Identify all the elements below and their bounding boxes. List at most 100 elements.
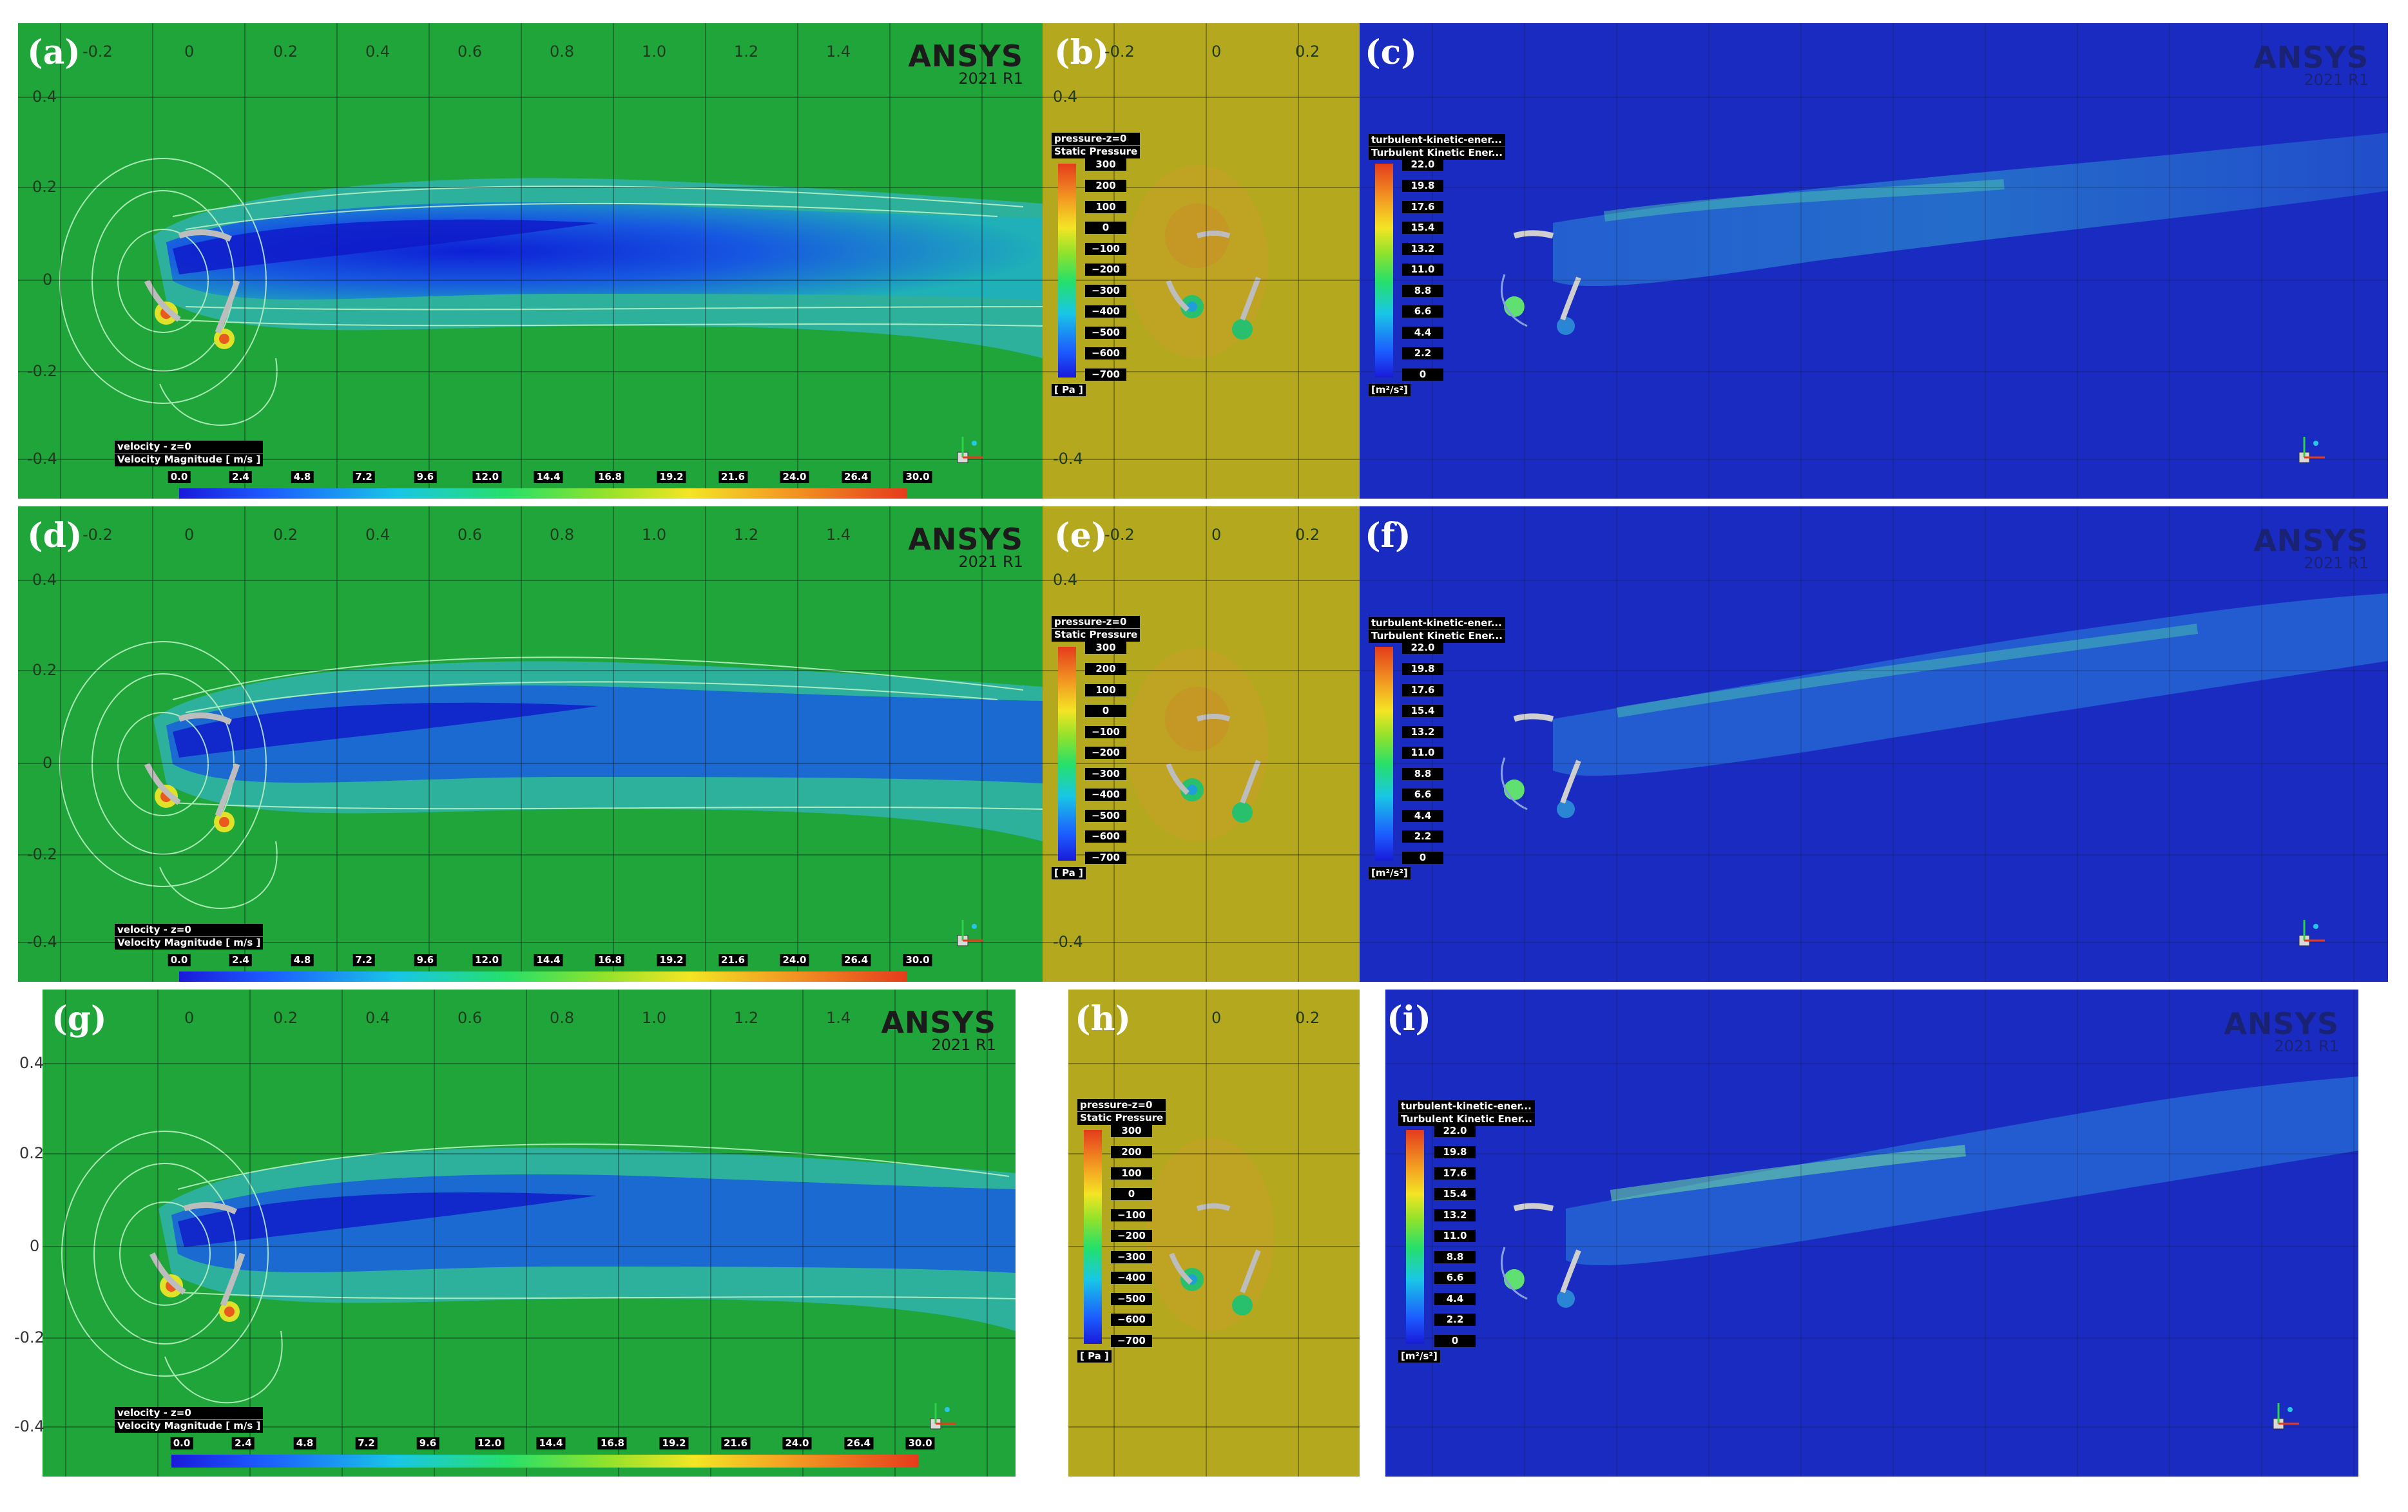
tke-legend-title: turbulent-kinetic-ener... Turbulent Kine…: [1369, 617, 1505, 644]
panel-a-velocity: (a) -0.2 0 0.2 0.4 0.6 0.8 1.0 1.2 1.4 0…: [18, 23, 1043, 499]
x-tick: 0.2: [273, 1009, 298, 1027]
x-tick: -0.2: [1104, 526, 1135, 544]
x-tick: 1.0: [642, 526, 667, 544]
x-tick: -0.2: [82, 526, 113, 544]
x-tick: 1.0: [642, 43, 667, 61]
y-tick: -0.2: [27, 362, 57, 380]
x-tick: 0.8: [550, 526, 575, 544]
pressure-legend-title: pressure-z=0 Static Pressure: [1052, 133, 1141, 159]
tke-legend-title: turbulent-kinetic-ener... Turbulent Kine…: [1369, 134, 1505, 160]
ansys-logo: ANSYS 2021 R1: [908, 39, 1023, 88]
pressure-unit: [ Pa ]: [1052, 867, 1086, 880]
x-tick: 0.2: [1295, 526, 1320, 544]
pressure-colorbar: [1058, 647, 1076, 861]
tke-unit: [m²/s²]: [1398, 1350, 1440, 1363]
panel-b-pressure: (b) -0.2 0 0.2 0.4 -0.4 pressure-z=0 Sta…: [1043, 23, 1360, 499]
y-tick: -0.4: [27, 450, 57, 468]
x-tick: 0: [184, 526, 195, 544]
axes-triad-icon: [2273, 1403, 2299, 1430]
pressure-unit: [ Pa ]: [1052, 384, 1086, 397]
y-tick: -0.4: [14, 1417, 44, 1435]
tke-field: [1501, 133, 2388, 335]
velocity-contour-field: [59, 641, 1043, 909]
y-tick: 0.4: [1053, 88, 1078, 106]
ansys-logo: ANSYS 2021 R1: [881, 1005, 996, 1054]
ansys-logo: ANSYS 2021 R1: [2253, 40, 2369, 89]
y-tick: 0.4: [32, 88, 57, 106]
panel-i-tke: (i) ANSYS 2021 R1 turbulent-kinetic-ener…: [1385, 990, 2358, 1477]
y-tick: -0.2: [27, 845, 57, 863]
x-tick: 0.6: [458, 43, 483, 61]
x-tick: 0.4: [365, 1009, 390, 1027]
pressure-colorbar: [1084, 1130, 1102, 1344]
panel-d-velocity: (d) -0.2 0 0.2 0.4 0.6 0.8 1.0 1.2 1.4 0…: [18, 506, 1043, 982]
axes-triad-icon: [930, 1403, 956, 1430]
x-tick: 0.8: [550, 1009, 575, 1027]
y-tick: 0.2: [32, 178, 57, 196]
velocity-contour-field: [59, 158, 1043, 426]
velocity-legend-values: 0.0 2.4 4.8 7.2 9.6 12.0 14.4 16.8 19.2 …: [168, 471, 932, 485]
y-tick: 0: [30, 1237, 40, 1255]
y-tick: 0.4: [32, 571, 57, 589]
tke-legend-title: turbulent-kinetic-ener... Turbulent Kine…: [1398, 1100, 1535, 1127]
tke-field: [1501, 593, 2388, 818]
y-tick: 0.4: [19, 1054, 44, 1072]
tke-unit: [m²/s²]: [1369, 384, 1411, 397]
pressure-unit: [ Pa ]: [1077, 1350, 1112, 1363]
y-tick: -0.4: [27, 933, 57, 951]
axes-triad-icon: [2298, 437, 2325, 463]
x-tick: 0.4: [365, 526, 390, 544]
pressure-field: [1126, 165, 1268, 358]
x-tick: 0: [1211, 526, 1222, 544]
panel-label: (g): [52, 999, 107, 1038]
ansys-logo: ANSYS 2021 R1: [2253, 523, 2369, 572]
tke-colorbar: [1406, 1130, 1424, 1344]
x-tick: 1.4: [826, 43, 851, 61]
pressure-colorbar: [1058, 164, 1076, 378]
x-tick: 1.0: [642, 1009, 667, 1027]
velocity-legend-values: 0.0 2.4 4.8 7.2 9.6 12.0 14.4 16.8 19.2 …: [170, 1437, 935, 1451]
x-tick: 1.2: [734, 43, 759, 61]
x-tick: 0.2: [273, 43, 298, 61]
x-tick: 0: [184, 1009, 195, 1027]
panel-h-pressure: (h) 0 0.2 pressure-z=0 Static Pressure 3…: [1068, 990, 1360, 1477]
tke-unit: [m²/s²]: [1369, 867, 1411, 880]
tke-field: [1501, 1077, 2358, 1308]
panel-e-pressure: (e) -0.2 0 0.2 0.4 -0.4 pressure-z=0 Sta…: [1043, 506, 1360, 982]
x-tick: -0.2: [1104, 43, 1135, 61]
y-tick: 0.2: [19, 1144, 44, 1162]
panel-label: (h): [1075, 999, 1132, 1038]
velocity-legend-title: velocity - z=0 Velocity Magnitude [ m/s …: [115, 441, 264, 467]
x-tick: -0.2: [82, 43, 113, 61]
x-tick: 1.4: [826, 526, 851, 544]
x-tick: 0.6: [458, 1009, 483, 1027]
ansys-logo: ANSYS 2021 R1: [908, 522, 1023, 571]
panel-f-tke: (f) ANSYS 2021 R1 turbulent-kinetic-ener…: [1360, 506, 2388, 982]
x-tick: 0.4: [365, 43, 390, 61]
velocity-contour-field: [61, 1131, 1016, 1404]
x-tick: 1.2: [734, 526, 759, 544]
panel-label: (c): [1365, 33, 1417, 72]
panel-c-tke: (c) ANSYS 2021 R1 turbulent-kinetic-ener…: [1360, 23, 2388, 499]
y-tick: -0.4: [1053, 450, 1083, 468]
y-tick: -0.4: [1053, 933, 1083, 951]
y-tick: -0.2: [14, 1328, 44, 1346]
panel-label: (f): [1365, 516, 1411, 555]
axes-triad-icon: [2298, 920, 2325, 946]
tke-colorbar: [1375, 164, 1393, 378]
x-tick: 1.4: [826, 1009, 851, 1027]
axes-triad-icon: [957, 920, 983, 946]
velocity-colorbar: [179, 971, 907, 982]
panel-g-velocity: (g) 0 0.2 0.4 0.6 0.8 1.0 1.2 1.4 ANSYS …: [43, 990, 1016, 1477]
x-tick: 0.2: [1295, 43, 1320, 61]
y-tick: 0: [43, 271, 53, 289]
panel-label: (i): [1387, 999, 1431, 1038]
panel-label: (d): [27, 516, 82, 555]
pressure-legend-title: pressure-z=0 Static Pressure: [1052, 616, 1141, 642]
y-tick: 0.2: [32, 661, 57, 679]
axes-triad-icon: [957, 437, 983, 463]
panel-label: (b): [1054, 33, 1110, 72]
x-tick: 0: [1211, 43, 1222, 61]
panel-label: (a): [27, 33, 81, 72]
tke-colorbar: [1375, 647, 1393, 861]
